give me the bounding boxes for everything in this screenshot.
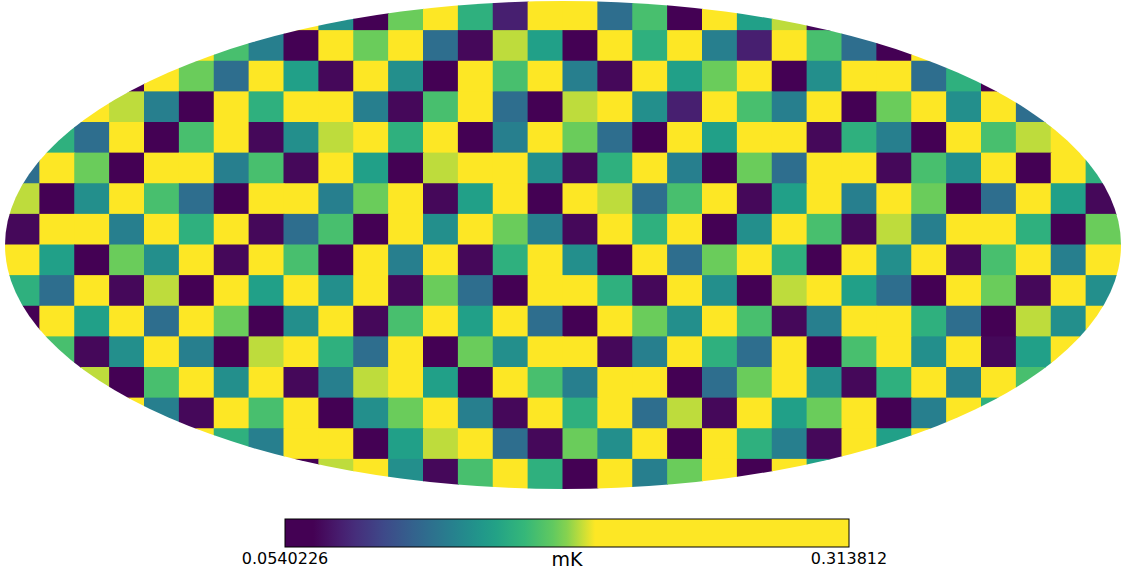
- svg-text:0.313812: 0.313812: [811, 549, 887, 568]
- svg-text:0.0540226: 0.0540226: [242, 549, 329, 568]
- svg-text:mK: mK: [552, 548, 584, 570]
